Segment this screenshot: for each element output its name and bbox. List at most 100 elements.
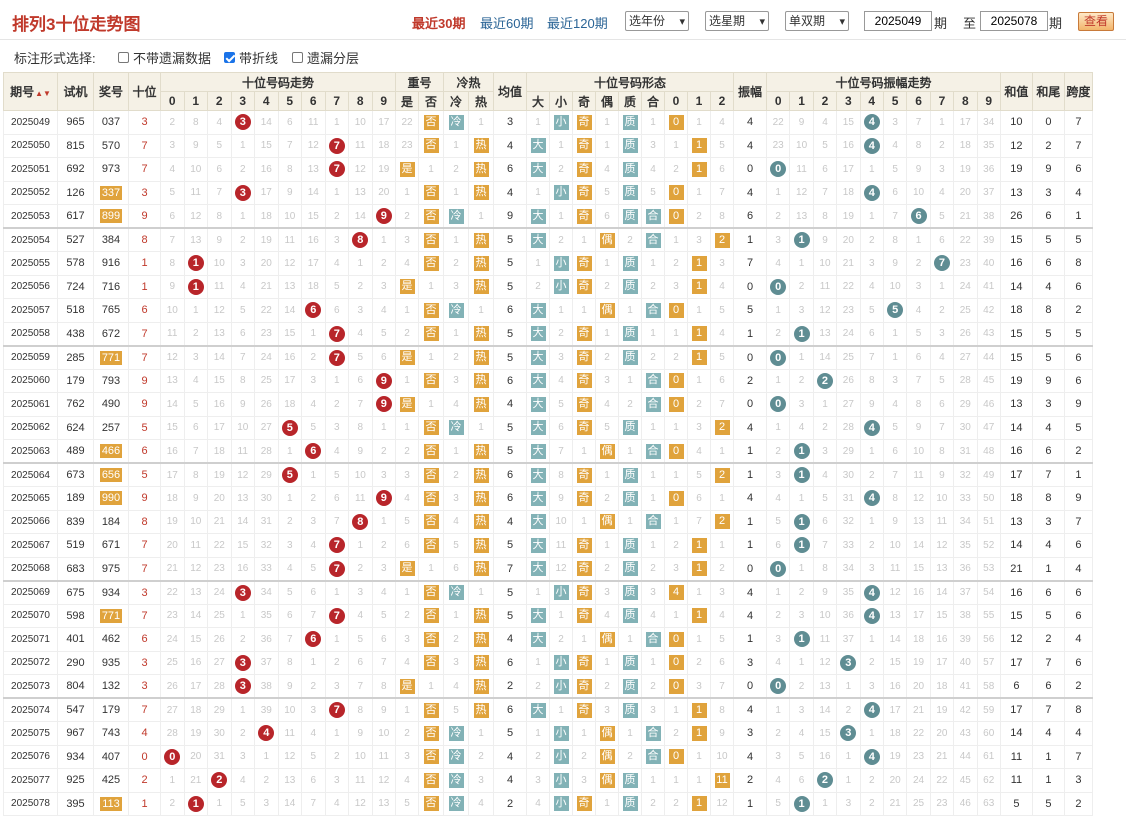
repeat-cell: 1	[418, 344, 444, 370]
trend-cell: 7	[348, 674, 373, 699]
trend-cell: 5	[348, 344, 373, 370]
nav-recent-60[interactable]: 最近60期	[480, 16, 534, 31]
option-no-miss[interactable]: 不带遗漏数据	[118, 48, 211, 67]
checkbox-checked-icon[interactable]	[224, 52, 235, 63]
form-cell: 偶	[595, 509, 619, 534]
tail-cell: 6	[1031, 204, 1065, 229]
amp-trend-cell: 7	[882, 462, 908, 487]
checkbox-icon[interactable]	[292, 52, 303, 63]
sub-header: 热	[468, 91, 494, 111]
sub-header: 0	[664, 91, 688, 111]
hotcold-cell: 热	[468, 274, 494, 299]
col-issue[interactable]: 期号▲▼	[3, 72, 58, 111]
form-cell: 偶	[595, 744, 619, 769]
amp-trend-cell: 59	[976, 697, 1001, 722]
form-cell: 4	[641, 157, 665, 182]
trial-cell: 839	[57, 509, 94, 534]
amp-trend-cell: 1	[859, 627, 884, 652]
form-cell: 1	[664, 603, 688, 628]
sub-header: 4	[859, 91, 884, 111]
amp-trend-cell: 2	[765, 204, 791, 229]
avg-cell: 2	[493, 674, 527, 699]
tens-cell: 4	[128, 721, 161, 746]
trend-cell: 6	[230, 321, 255, 346]
trend-cell: 29	[207, 697, 232, 722]
form-cell: 2	[710, 227, 734, 252]
table-row: 2025057 518 765 6 10 1 12 5 22 14 6 6 3 4 1 否冷 1 6 大 1 1 偶 1 合 0…	[3, 298, 1093, 323]
nav-recent-30[interactable]: 最近30期	[412, 16, 466, 31]
trend-cell: 18	[254, 204, 279, 229]
repeat-cell: 1	[395, 579, 419, 605]
select-week[interactable]: 选星期	[705, 11, 769, 31]
trend-cell: 21	[160, 556, 185, 581]
amp-trend-cell: 3	[765, 627, 791, 652]
trend-cell: 12	[207, 298, 232, 323]
issue-cell: 2025065	[3, 486, 58, 511]
amp-trend-cell: 13	[906, 509, 931, 534]
form-cell: 1	[687, 110, 711, 135]
trend-ball: 3	[234, 584, 251, 601]
issue-cell: 2025054	[3, 227, 58, 252]
amp-trend-cell: 29	[953, 392, 978, 417]
amp-trend-cell: 1	[812, 392, 838, 417]
trial-cell: 179	[57, 368, 94, 393]
form-cell: 1	[641, 110, 665, 135]
trend-cell: 15	[207, 368, 232, 393]
amp-trend-cell: 3	[836, 721, 861, 746]
form-cell: 小	[549, 674, 573, 699]
form-cell: 1	[687, 180, 711, 205]
issue-cell: 2025059	[3, 344, 58, 370]
trend-cell: 6	[301, 439, 326, 464]
avg-cell: 4	[493, 744, 527, 769]
trend-cell: 3	[230, 251, 255, 276]
amp-trend-cell: 26	[836, 368, 861, 393]
form-cell: 合	[641, 204, 665, 229]
trend-cell: 10	[348, 744, 373, 769]
form-cell: 2	[572, 744, 596, 769]
amp-ball: 0	[770, 349, 787, 366]
trial-cell: 965	[57, 110, 94, 135]
select-year[interactable]: 选年份	[625, 11, 689, 31]
from-issue-input[interactable]	[864, 11, 932, 31]
amp-trend-cell: 4	[859, 133, 884, 158]
option-polyline[interactable]: 带折线	[224, 48, 278, 67]
form-cell: 奇	[572, 556, 596, 581]
winning-cell: 407	[93, 744, 129, 769]
trend-cell: 10	[207, 251, 232, 276]
trend-cell: 22	[254, 298, 279, 323]
checkbox-icon[interactable]	[118, 52, 129, 63]
select-parity[interactable]: 单双期	[785, 11, 849, 31]
sum-cell: 16	[999, 439, 1033, 464]
form-cell: 3	[687, 415, 711, 440]
trend-cell: 18	[277, 392, 302, 417]
trend-ball: 8	[352, 513, 369, 530]
amp-trend-cell: 0	[765, 392, 791, 417]
amp-trend-cell: 10	[906, 180, 931, 205]
amp-trend-cell: 2	[765, 439, 791, 464]
amp-trend-cell: 21	[929, 744, 955, 769]
amp-trend-cell: 1	[789, 627, 814, 652]
form-cell: 2	[526, 674, 550, 699]
trend-cell: 7	[348, 392, 373, 417]
amp-trend-cell: 18	[836, 180, 861, 205]
amp-trend-cell: 13	[812, 321, 838, 346]
avg-cell: 9	[493, 204, 527, 229]
trend-table: 期号▲▼ 试机 奖号 十位 十位号码走势 重号 冷热 均值 十位号码形态 振幅 …	[3, 72, 1093, 816]
trend-cell: 1	[301, 321, 326, 346]
amp-trend-cell: 53	[976, 556, 1001, 581]
view-button[interactable]: 查看	[1078, 12, 1114, 31]
amp-cell: 4	[733, 603, 767, 628]
to-issue-input[interactable]	[980, 11, 1048, 31]
trend-cell: 7	[207, 180, 232, 205]
trend-cell: 4	[371, 298, 396, 323]
trend-cell: 17	[160, 462, 185, 487]
form-cell: 1	[664, 768, 688, 793]
span-cell: 2	[1063, 439, 1093, 464]
hotcold-cell: 热	[468, 439, 494, 464]
nav-recent-120[interactable]: 最近120期	[547, 16, 608, 31]
hotcold-cell: 热	[468, 392, 494, 417]
hotcold-cell: 冷	[443, 204, 469, 229]
amp-trend-cell: 24	[906, 768, 931, 793]
trend-cell: 4	[230, 274, 255, 299]
option-miss-layer[interactable]: 遗漏分层	[292, 48, 359, 67]
